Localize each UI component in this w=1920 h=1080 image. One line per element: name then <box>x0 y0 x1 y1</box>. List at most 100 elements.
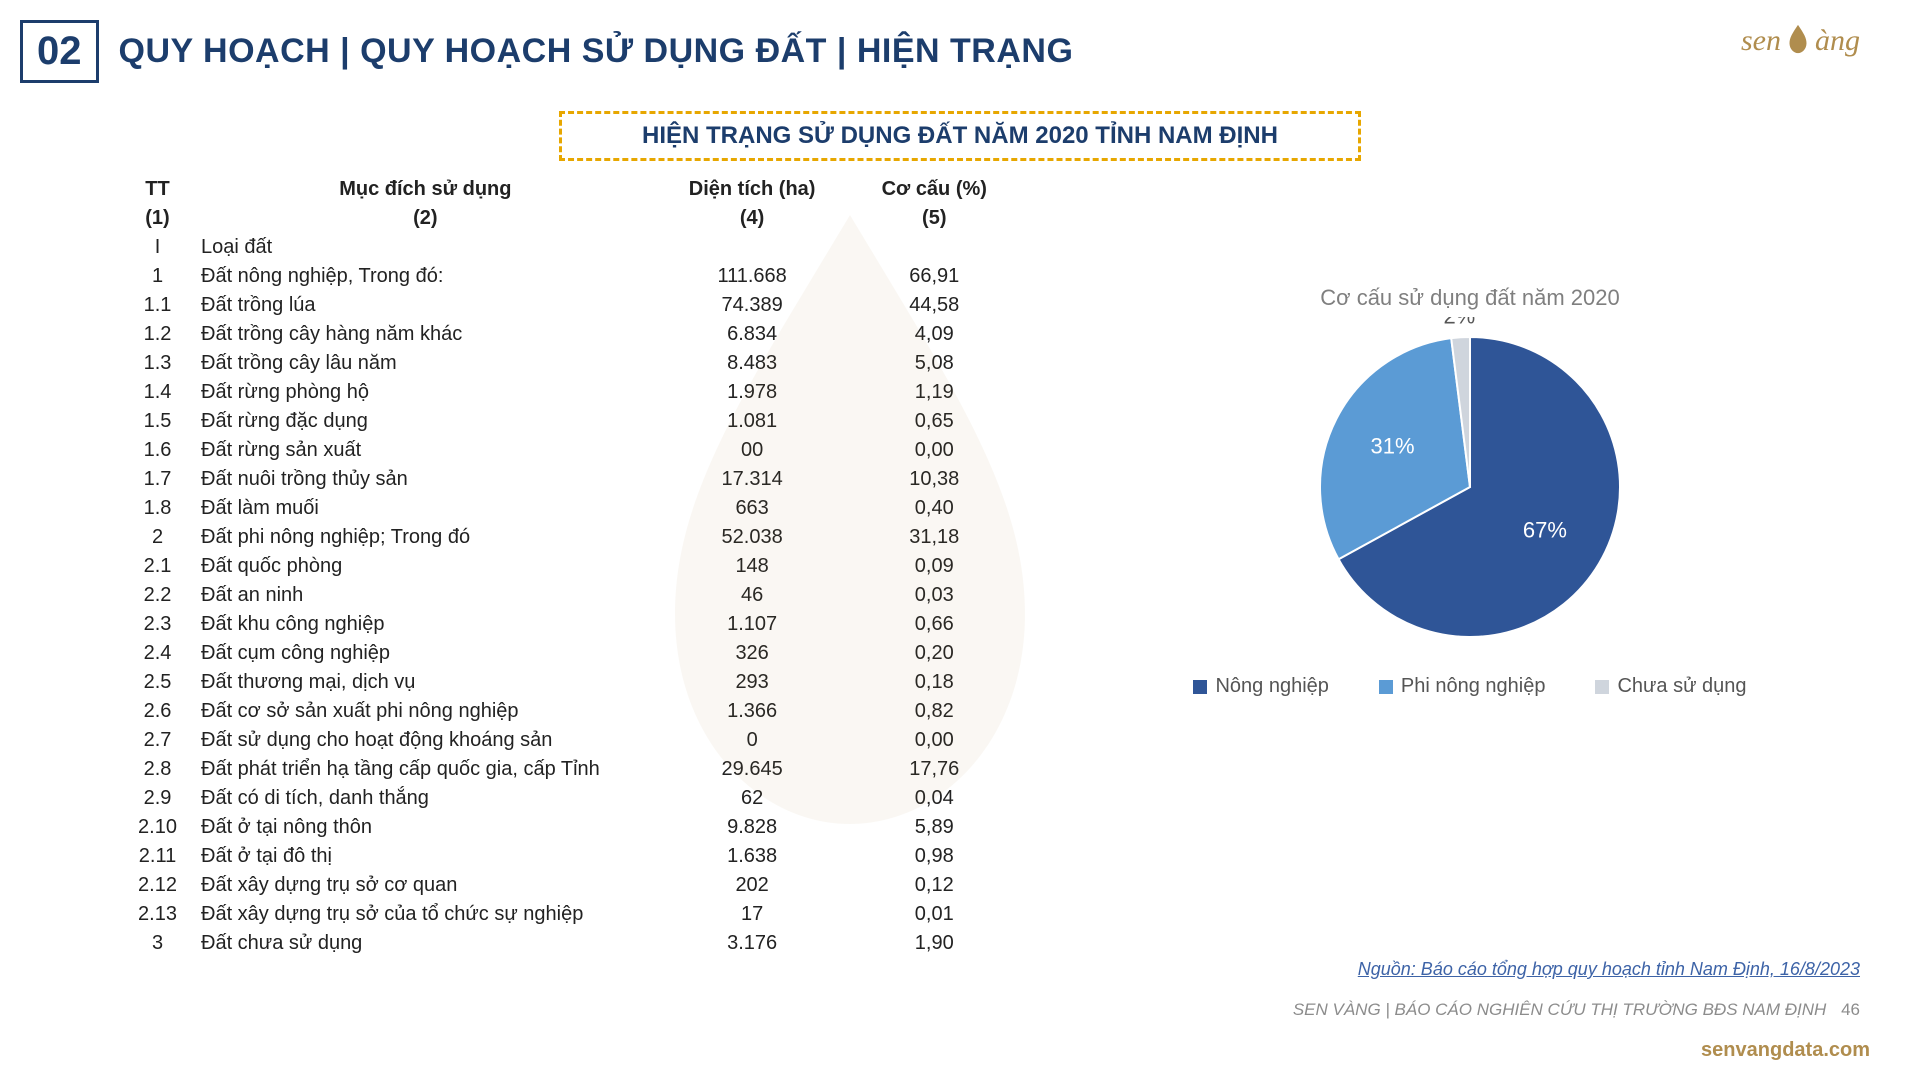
cell-pct: 0,65 <box>849 407 1020 436</box>
cell-area: 1.366 <box>656 697 849 726</box>
cell-tt: 1.3 <box>120 349 195 378</box>
cell-area: 111.668 <box>656 262 849 291</box>
table-row: 2Đất phi nông nghiệp; Trong đó52.03831,1… <box>120 523 1020 552</box>
cell-name: Đất quốc phòng <box>195 552 656 581</box>
cell-tt: 1 <box>120 262 195 291</box>
page-number: 46 <box>1841 1000 1860 1019</box>
cell-tt: 2.6 <box>120 697 195 726</box>
table-row: 1Đất nông nghiệp, Trong đó:111.66866,91 <box>120 262 1020 291</box>
cell-name: Đất làm muối <box>195 494 656 523</box>
cell-name: Đất có di tích, danh thắng <box>195 784 656 813</box>
pie-legend: Nông nghiệp Phi nông nghiệp Chưa sử dụng <box>1060 675 1880 698</box>
legend-item: Phi nông nghiệp <box>1379 675 1546 698</box>
cell-pct: 0,18 <box>849 668 1020 697</box>
pie-slice-label: 67% <box>1523 517 1567 542</box>
cell-area: 6.834 <box>656 320 849 349</box>
table-row: 2.8Đất phát triển hạ tầng cấp quốc gia, … <box>120 755 1020 784</box>
cell-pct: 0,00 <box>849 726 1020 755</box>
leaf-icon <box>1781 22 1815 56</box>
pie-slice-label: 2% <box>1443 317 1475 328</box>
cell-name: Đất sử dụng cho hoạt động khoáng sản <box>195 726 656 755</box>
cell-tt: 2.1 <box>120 552 195 581</box>
table-row: 1.3Đất trồng cây lâu năm8.4835,08 <box>120 349 1020 378</box>
cell-tt: I <box>120 233 195 262</box>
th-name: Mục đích sử dụng <box>195 175 656 204</box>
cell-pct: 1,90 <box>849 929 1020 958</box>
cell-pct: 17,76 <box>849 755 1020 784</box>
cell-name: Đất nông nghiệp, Trong đó: <box>195 262 656 291</box>
cell-area: 52.038 <box>656 523 849 552</box>
table-row: 2.4Đất cụm công nghiệp3260,20 <box>120 639 1020 668</box>
cell-tt: 2.3 <box>120 610 195 639</box>
cell-area: 293 <box>656 668 849 697</box>
pie-chart: 67%31%2% <box>1300 317 1640 657</box>
cell-pct: 0,00 <box>849 436 1020 465</box>
cell-pct: 31,18 <box>849 523 1020 552</box>
table-row: 2.6Đất cơ sở sản xuất phi nông nghiệp1.3… <box>120 697 1020 726</box>
cell-name: Đất an ninh <box>195 581 656 610</box>
cell-pct: 5,89 <box>849 813 1020 842</box>
cell-area: 3.176 <box>656 929 849 958</box>
land-use-table: TT Mục đích sử dụng Diện tích (ha) Cơ cấ… <box>120 175 1020 958</box>
cell-area: 326 <box>656 639 849 668</box>
cell-pct: 0,12 <box>849 871 1020 900</box>
pie-chart-title: Cơ cấu sử dụng đất năm 2020 <box>1060 285 1880 311</box>
cell-name: Đất xây dựng trụ sở cơ quan <box>195 871 656 900</box>
cell-tt: 1.7 <box>120 465 195 494</box>
table-row: 2.9Đất có di tích, danh thắng620,04 <box>120 784 1020 813</box>
table-row: 2.7Đất sử dụng cho hoạt động khoáng sản0… <box>120 726 1020 755</box>
cell-tt: 2.8 <box>120 755 195 784</box>
cell-pct: 0,82 <box>849 697 1020 726</box>
table-row: 1.4Đất rừng phòng hộ1.9781,19 <box>120 378 1020 407</box>
legend-item: Nông nghiệp <box>1193 675 1328 698</box>
cell-pct: 0,98 <box>849 842 1020 871</box>
slide-header: 02 QUY HOẠCH | QUY HOẠCH SỬ DỤNG ĐẤT | H… <box>0 0 1920 93</box>
legend-swatch <box>1595 680 1609 694</box>
cell-tt: 2.4 <box>120 639 195 668</box>
cell-pct: 4,09 <box>849 320 1020 349</box>
table-row: 1.5Đất rừng đặc dụng1.0810,65 <box>120 407 1020 436</box>
table-row: 2.2Đất an ninh460,03 <box>120 581 1020 610</box>
table-row: 2.13Đất xây dựng trụ sở của tổ chức sự n… <box>120 900 1020 929</box>
cell-name: Đất rừng phòng hộ <box>195 378 656 407</box>
cell-name: Đất ở tại đô thị <box>195 842 656 871</box>
table-row: 1.8Đất làm muối6630,40 <box>120 494 1020 523</box>
cell-pct: 66,91 <box>849 262 1020 291</box>
cell-area: 8.483 <box>656 349 849 378</box>
source-citation: Nguồn: Báo cáo tổng hợp quy hoạch tỉnh N… <box>1358 959 1860 980</box>
cell-area: 62 <box>656 784 849 813</box>
cell-area: 46 <box>656 581 849 610</box>
cell-name: Loại đất <box>195 233 656 262</box>
cell-tt: 2.13 <box>120 900 195 929</box>
th-pct: Cơ cấu (%) <box>849 175 1020 204</box>
cell-tt: 1.5 <box>120 407 195 436</box>
cell-tt: 2.5 <box>120 668 195 697</box>
cell-pct: 0,20 <box>849 639 1020 668</box>
cell-area: 17.314 <box>656 465 849 494</box>
cell-area: 0 <box>656 726 849 755</box>
table-row: 2.1Đất quốc phòng1480,09 <box>120 552 1020 581</box>
brand-logo: senàng <box>1741 22 1860 58</box>
cell-tt: 2.12 <box>120 871 195 900</box>
cell-area: 1.638 <box>656 842 849 871</box>
legend-item: Chưa sử dụng <box>1595 675 1746 698</box>
th-pct-sub: (5) <box>849 204 1020 233</box>
cell-name: Đất trồng cây lâu năm <box>195 349 656 378</box>
table-row: 2.11Đất ở tại đô thị1.6380,98 <box>120 842 1020 871</box>
cell-name: Đất phát triển hạ tầng cấp quốc gia, cấp… <box>195 755 656 784</box>
table-row: 2.12Đất xây dựng trụ sở cơ quan2020,12 <box>120 871 1020 900</box>
cell-name: Đất chưa sử dụng <box>195 929 656 958</box>
cell-area: 663 <box>656 494 849 523</box>
cell-area: 17 <box>656 900 849 929</box>
table-row: 2.5Đất thương mại, dịch vụ2930,18 <box>120 668 1020 697</box>
cell-area: 1.978 <box>656 378 849 407</box>
cell-area: 9.828 <box>656 813 849 842</box>
section-subtitle: HIỆN TRẠNG SỬ DỤNG ĐẤT NĂM 2020 TỈNH NAM… <box>559 111 1361 161</box>
cell-name: Đất cụm công nghiệp <box>195 639 656 668</box>
slide-number: 02 <box>20 20 99 83</box>
th-area-sub: (4) <box>656 204 849 233</box>
cell-pct: 5,08 <box>849 349 1020 378</box>
logo-text-2: àng <box>1815 24 1860 57</box>
footer-text: SEN VÀNG | BÁO CÁO NGHIÊN CỨU THỊ TRƯỜNG… <box>1293 1000 1827 1019</box>
th-area: Diện tích (ha) <box>656 175 849 204</box>
